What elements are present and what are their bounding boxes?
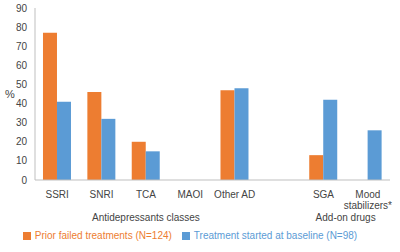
svg-text:70: 70 [16, 41, 28, 52]
svg-text:0: 0 [21, 175, 27, 186]
svg-text:60: 60 [16, 60, 28, 71]
html-text:Add-on drugs: Add-on drugs [315, 212, 376, 223]
html-text:Treatment started at baseline: Treatment started at baseline (N=98) [193, 230, 358, 241]
svg-text:TCA: TCA [136, 189, 156, 200]
svg-text:20: 20 [16, 136, 28, 147]
svg-text:SNRI: SNRI [90, 189, 114, 200]
svg-text:80: 80 [16, 22, 28, 33]
svg-text:10: 10 [16, 155, 28, 166]
svg-text:Moodstabilizers*: Moodstabilizers* [344, 189, 392, 211]
svg-text:Other AD: Other AD [214, 189, 255, 200]
svg-text:40: 40 [16, 98, 28, 109]
html-text:Prior failed treatments (N=124: Prior failed treatments (N=124) [34, 230, 172, 241]
svg-text:90: 90 [16, 3, 28, 14]
svg-text:%: % [8, 88, 15, 100]
svg-text:MAOI: MAOI [178, 189, 204, 200]
svg-text:SSRI: SSRI [46, 189, 69, 200]
html-text:Antidepressants classes: Antidepressants classes [92, 212, 200, 223]
svg-text:SGA: SGA [313, 189, 334, 200]
svg-text:50: 50 [16, 79, 28, 90]
svg-text:30: 30 [16, 117, 28, 128]
